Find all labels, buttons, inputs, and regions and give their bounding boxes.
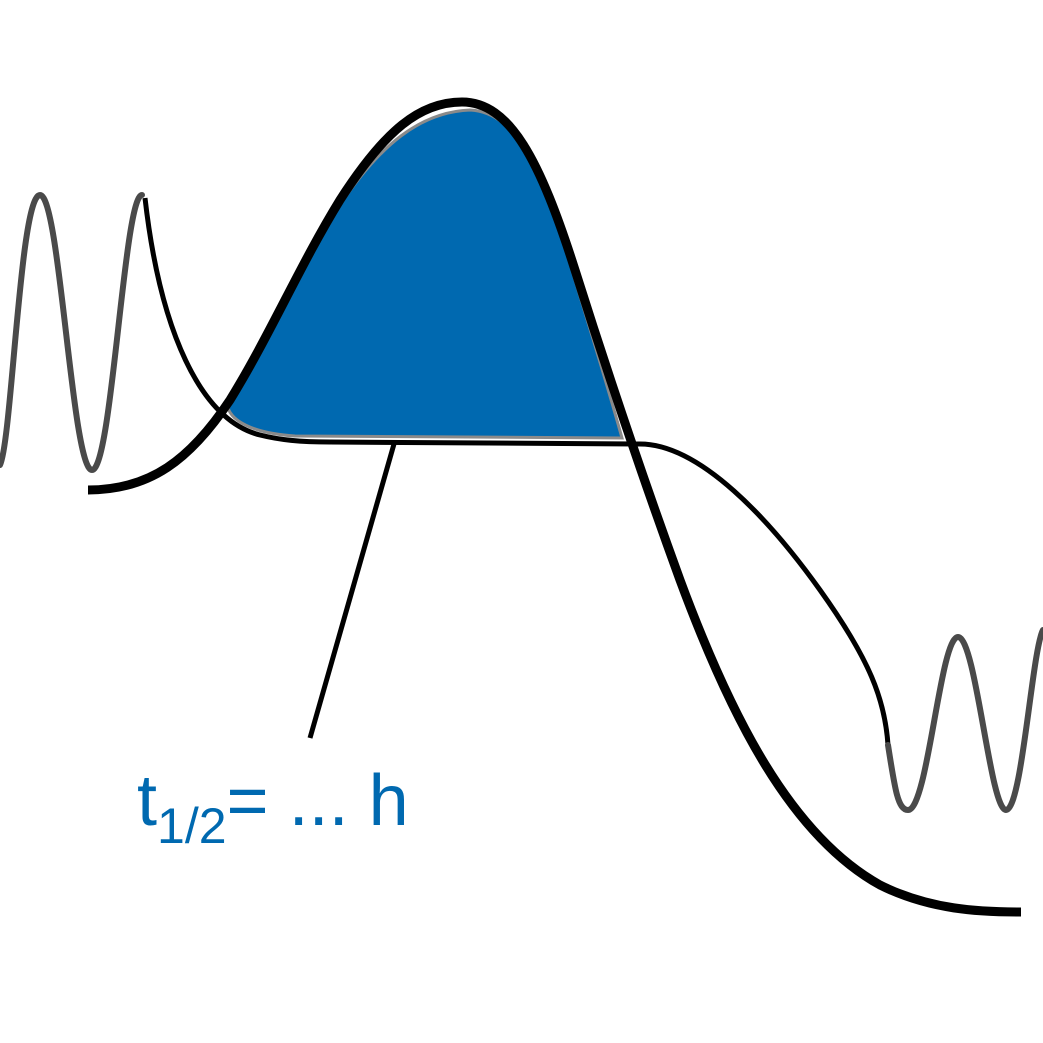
left-wave	[0, 191, 145, 474]
right-wave	[885, 627, 1043, 814]
label-rest: = ... h	[227, 761, 409, 841]
left-decay-curve	[142, 197, 641, 447]
half-life-label: t1/2= ... h	[137, 761, 409, 854]
main-curve	[87, 97, 1022, 917]
barrier-region	[226, 108, 624, 440]
label-t: t	[137, 761, 157, 841]
pointer-line	[307, 443, 397, 739]
label-subscript: 1/2	[157, 798, 227, 854]
right-decay-curve	[639, 441, 891, 746]
